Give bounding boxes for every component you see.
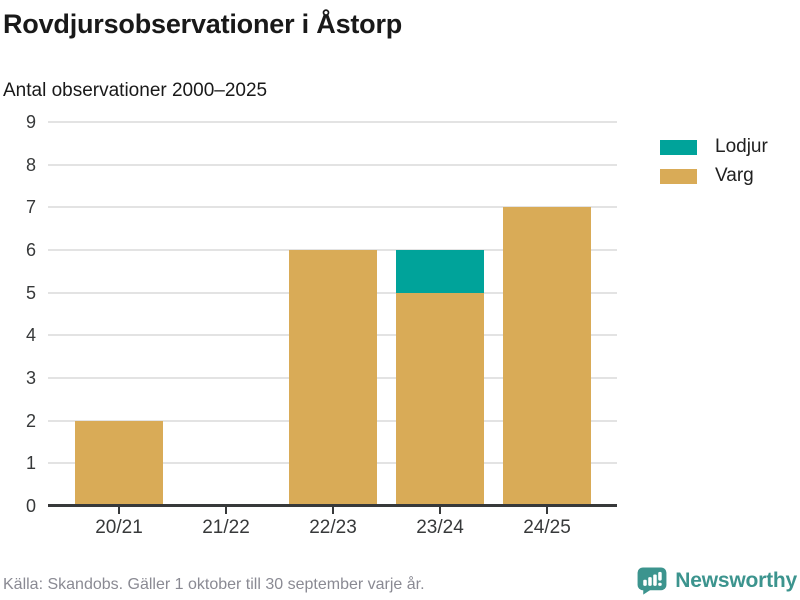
x-axis-label: 20/21 (95, 517, 143, 538)
legend-label: Lodjur (715, 136, 768, 157)
bar-segment-lodjur (396, 250, 484, 293)
legend-item: Varg (660, 165, 768, 186)
y-axis-label: 2 (25, 410, 36, 431)
y-axis-label: 8 (25, 154, 36, 175)
newsworthy-wordmark: Newsworthy (675, 569, 797, 592)
bar-segment-varg (75, 420, 163, 506)
bar-segment-varg (396, 292, 484, 506)
y-axis-label: 1 (25, 453, 36, 474)
y-axis-label: 4 (25, 325, 36, 346)
plot-area (48, 121, 617, 506)
bar-segment-varg (289, 250, 377, 506)
legend: Lodjur Varg (660, 136, 768, 186)
newsworthy-logo: Newsworthy (637, 567, 797, 595)
gridline (48, 163, 617, 166)
x-axis-tick (546, 507, 548, 514)
x-axis-label: 24/25 (523, 517, 571, 538)
legend-swatch-varg (660, 168, 697, 184)
x-axis-tick (439, 507, 441, 514)
x-axis-label: 23/24 (416, 517, 464, 538)
y-axis-label: 3 (25, 368, 36, 388)
gridline (48, 121, 617, 123)
x-axis-label: 22/23 (309, 517, 357, 538)
x-axis-tick (118, 507, 120, 514)
y-axis-label: 7 (25, 197, 36, 218)
y-axis-label: 5 (25, 282, 36, 303)
x-axis-tick (225, 507, 227, 514)
legend-item: Lodjur (660, 136, 768, 157)
newsworthy-icon (637, 567, 667, 595)
source-note: Källa: Skandobs. Gäller 1 oktober till 3… (3, 576, 425, 593)
x-axis-label: 21/22 (202, 517, 250, 538)
chart-title: Rovdjursobservationer i Åstorp (3, 9, 403, 39)
x-axis-line (48, 504, 617, 507)
gridline (48, 206, 617, 209)
y-axis-label: 0 (25, 496, 36, 516)
y-axis-label: 6 (25, 240, 36, 260)
bar-segment-varg (503, 207, 591, 506)
y-axis-label: 9 (25, 112, 36, 132)
chart-subtitle: Antal observationer 2000–2025 (3, 80, 268, 101)
legend-swatch-lodjur (660, 139, 697, 155)
x-axis-tick (332, 507, 334, 514)
legend-label: Varg (715, 165, 754, 186)
